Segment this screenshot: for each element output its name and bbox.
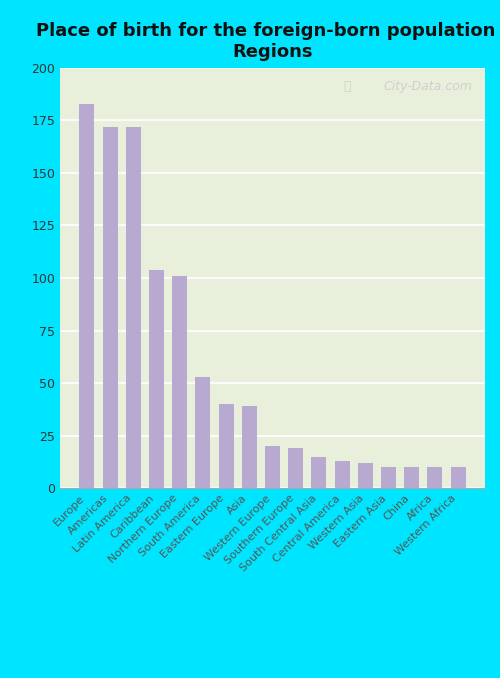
Bar bbox=[126, 127, 141, 488]
Bar bbox=[334, 461, 349, 488]
Bar bbox=[288, 448, 303, 488]
Text: ⓘ: ⓘ bbox=[344, 81, 351, 94]
Bar bbox=[149, 270, 164, 488]
Bar bbox=[218, 404, 234, 488]
Bar bbox=[428, 467, 442, 488]
Bar bbox=[242, 406, 257, 488]
Bar bbox=[172, 276, 187, 488]
Bar bbox=[265, 446, 280, 488]
Bar bbox=[80, 104, 94, 488]
Bar bbox=[358, 463, 373, 488]
Title: Place of birth for the foreign-born population -
Regions: Place of birth for the foreign-born popu… bbox=[36, 22, 500, 61]
Bar bbox=[381, 467, 396, 488]
Text: City-Data.com: City-Data.com bbox=[384, 81, 472, 94]
Bar bbox=[312, 457, 326, 488]
Bar bbox=[196, 377, 210, 488]
Bar bbox=[450, 467, 466, 488]
Bar bbox=[102, 127, 118, 488]
Bar bbox=[404, 467, 419, 488]
